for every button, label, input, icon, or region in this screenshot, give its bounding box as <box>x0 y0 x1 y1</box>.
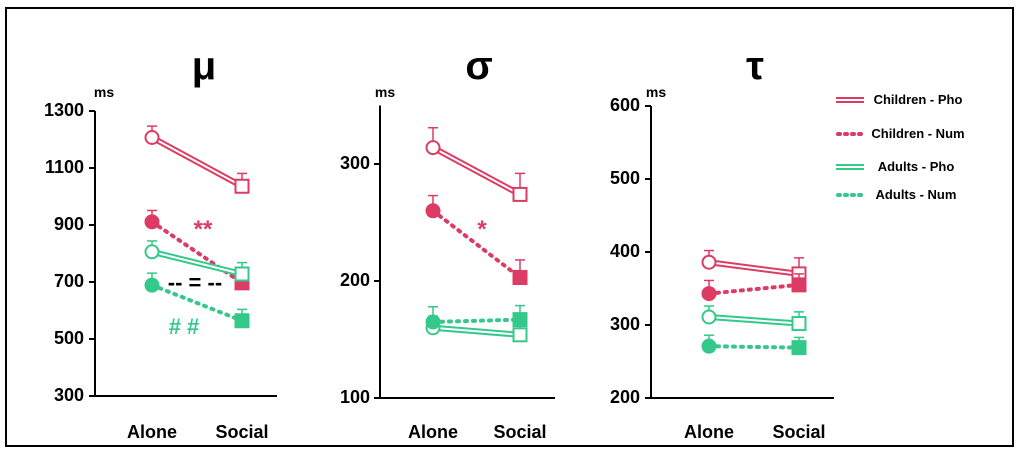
data-point-social <box>791 340 807 356</box>
y-tick-labels: 300 500 700 900 1100 1300 <box>44 100 84 405</box>
series-line-inner <box>432 146 521 196</box>
data-point-social <box>512 312 528 328</box>
data-point-alone <box>425 314 441 330</box>
y-tick-label: 300 <box>610 314 640 334</box>
y-tick-label: 300 <box>340 153 370 173</box>
y-tick-labels: 100 200 300 <box>340 153 370 407</box>
series-line <box>431 317 522 324</box>
significance-children: * <box>477 216 487 243</box>
data-point-alone <box>701 338 717 354</box>
y-tick-label: 400 <box>610 241 640 261</box>
series-line <box>150 283 244 323</box>
series-line-inner <box>432 326 521 336</box>
figure-border <box>5 7 1014 447</box>
panel-title: σ <box>465 44 492 88</box>
x-tick-label: Alone <box>127 422 177 442</box>
y-tick-label: 100 <box>340 387 370 407</box>
panel-sigma: σ ms 100 200 300 Alone Social * <box>340 44 555 442</box>
series-line-inner <box>708 315 800 325</box>
data-point-social <box>234 313 250 329</box>
data-point-alone <box>701 309 717 325</box>
x-tick-label: Alone <box>408 422 458 442</box>
y-tick-label: 900 <box>54 214 84 234</box>
data-point-alone <box>144 130 160 146</box>
panel-tau: τ ms 200 300 400 500 600 Alone Social <box>610 44 834 442</box>
series-line <box>431 208 522 280</box>
data-point-alone <box>425 203 441 219</box>
significance-children: ** <box>194 216 213 243</box>
data-point-social <box>512 327 528 343</box>
legend-label: Children - Num <box>871 126 964 141</box>
legend-label: Children - Pho <box>874 92 963 107</box>
x-tick-label: Social <box>493 422 546 442</box>
equality-marker: -- = -- <box>168 270 222 295</box>
x-tick-label: Social <box>772 422 825 442</box>
panel-mu: μ ms 300 500 700 900 1100 1300 Alone Soc… <box>44 44 277 442</box>
x-tick-label: Social <box>215 422 268 442</box>
data-point-social <box>234 266 250 282</box>
y-tick-label: 600 <box>610 95 640 115</box>
y-unit-label: ms <box>375 84 395 100</box>
y-tick-label: 300 <box>54 385 84 405</box>
legend-label: Adults - Num <box>876 187 957 202</box>
data-point-social <box>234 178 250 194</box>
y-tick-label: 200 <box>610 387 640 407</box>
y-unit-label: ms <box>646 84 666 100</box>
data-point-social <box>791 277 807 293</box>
series-line-inner <box>151 136 243 188</box>
legend: Children - Pho Children - Num Adults - P… <box>836 92 965 202</box>
series-line <box>707 344 801 350</box>
data-point-social <box>791 316 807 332</box>
panel-title: τ <box>746 44 764 88</box>
legend-label: Adults - Pho <box>878 159 955 174</box>
series-line <box>707 282 801 296</box>
y-tick-label: 1300 <box>44 100 84 120</box>
y-tick-label: 700 <box>54 271 84 291</box>
y-tick-label: 1100 <box>45 157 84 177</box>
y-tick-labels: 200 300 400 500 600 <box>610 95 640 407</box>
y-unit-label: ms <box>94 84 114 100</box>
series-line-inner <box>708 261 800 275</box>
data-point-alone <box>425 140 441 156</box>
y-tick-label: 500 <box>54 328 84 348</box>
series-line-inner <box>151 250 243 275</box>
y-tick-label: 500 <box>610 168 640 188</box>
data-point-alone <box>144 277 160 293</box>
significance-adults: # # <box>169 314 200 339</box>
data-point-alone <box>701 254 717 270</box>
data-point-social <box>512 186 528 202</box>
data-point-alone <box>144 214 160 230</box>
x-tick-label: Alone <box>684 422 734 442</box>
data-point-alone <box>144 244 160 260</box>
data-point-social <box>512 269 528 285</box>
data-point-alone <box>701 286 717 302</box>
y-tick-label: 200 <box>340 270 370 290</box>
panel-title: μ <box>192 44 216 88</box>
